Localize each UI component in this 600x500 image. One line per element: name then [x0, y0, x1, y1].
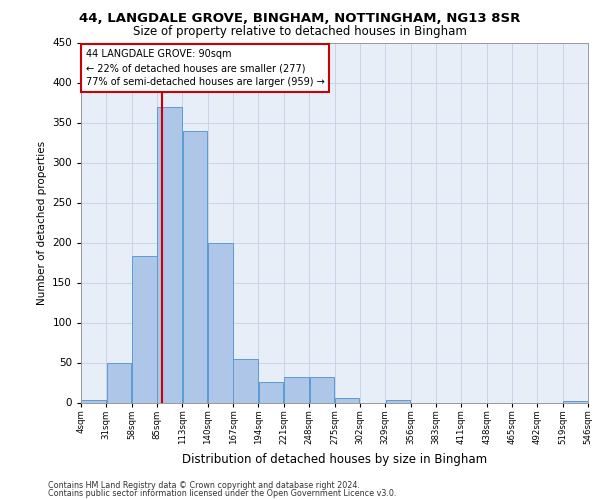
Text: Contains public sector information licensed under the Open Government Licence v3: Contains public sector information licen… [48, 490, 397, 498]
Bar [284, 377, 309, 402]
X-axis label: Distribution of detached houses by size in Bingham: Distribution of detached houses by size … [182, 452, 487, 466]
Bar [82, 400, 106, 402]
Text: 44, LANGDALE GROVE, BINGHAM, NOTTINGHAM, NG13 8SR: 44, LANGDALE GROVE, BINGHAM, NOTTINGHAM,… [79, 12, 521, 26]
Bar [335, 398, 359, 402]
Bar [132, 256, 157, 402]
Bar [310, 377, 334, 402]
Text: Contains HM Land Registry data © Crown copyright and database right 2024.: Contains HM Land Registry data © Crown c… [48, 481, 360, 490]
Bar [259, 382, 283, 402]
Bar [208, 244, 233, 402]
Text: 44 LANGDALE GROVE: 90sqm
← 22% of detached houses are smaller (277)
77% of semi-: 44 LANGDALE GROVE: 90sqm ← 22% of detach… [86, 49, 325, 87]
Bar [386, 400, 410, 402]
Bar [233, 360, 258, 403]
Bar [107, 362, 131, 403]
Y-axis label: Number of detached properties: Number of detached properties [37, 140, 47, 304]
Text: Size of property relative to detached houses in Bingham: Size of property relative to detached ho… [133, 25, 467, 38]
Bar [563, 401, 587, 402]
Bar [157, 106, 182, 403]
Bar [183, 130, 208, 402]
